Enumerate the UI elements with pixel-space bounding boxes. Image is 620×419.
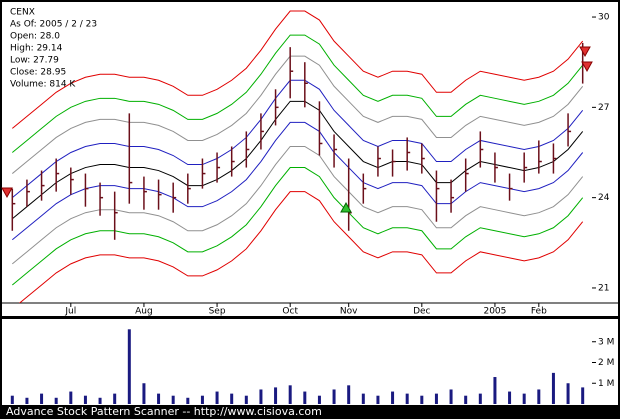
volume-bar	[303, 391, 307, 404]
y-tick-label: 27	[598, 103, 609, 113]
band-line	[11, 100, 584, 220]
y-tick-label: 1 M	[598, 379, 614, 389]
x-tick-label: 2005	[483, 307, 506, 317]
band-line	[11, 145, 584, 265]
x-tick-label: Jul	[64, 307, 76, 317]
volume-bar	[10, 395, 14, 404]
y-tick-label: 3 M	[598, 337, 614, 347]
volume-bar	[171, 395, 175, 404]
volume-bar	[40, 393, 44, 404]
info-line: Low: 27.79	[10, 56, 59, 66]
volume-bar	[83, 395, 87, 404]
x-tick-label: Dec	[413, 307, 430, 317]
volume-bar	[54, 397, 58, 404]
volume-bar	[127, 329, 131, 404]
volume-bar	[434, 393, 438, 404]
info-line: High: 29.14	[10, 44, 63, 54]
volume-bar	[98, 397, 102, 404]
footer: Advance Stock Pattern Scanner -- http://…	[6, 405, 322, 418]
volume-bar	[113, 393, 117, 404]
sell-signal	[1, 187, 13, 199]
volume-bar	[69, 391, 73, 404]
volume-pane	[2, 319, 618, 405]
volume-bar	[200, 395, 204, 404]
x-tick-label: Sep	[209, 307, 226, 317]
info-line: Close: 28.95	[10, 68, 66, 78]
info-line: CENX	[10, 8, 35, 18]
volume-bar	[142, 383, 146, 404]
volume-bar	[478, 393, 482, 404]
y-tick-label: 21	[598, 283, 609, 293]
volume-bar	[25, 397, 29, 404]
volume-bar	[186, 397, 190, 404]
x-tick-label: Aug	[135, 307, 153, 317]
volume-bar	[259, 389, 263, 404]
sell-signal	[579, 46, 591, 58]
volume-bar	[493, 377, 497, 404]
plot-area	[11, 10, 586, 303]
x-tick-label: Feb	[531, 307, 547, 317]
y-tick-label: 24	[598, 193, 610, 203]
volume-bar	[464, 395, 468, 404]
info-line: As Of: 2005 / 2 / 23	[10, 20, 97, 30]
band-line	[11, 10, 584, 129]
y-tick-label: 30	[598, 13, 610, 23]
volume-bar	[566, 383, 570, 404]
band-line	[11, 34, 584, 153]
band-line	[18, 191, 584, 303]
band-line	[11, 79, 584, 199]
volume-bar	[347, 385, 351, 404]
buy-signal	[340, 201, 352, 213]
volume-bar	[274, 387, 278, 404]
x-tick-label: Oct	[282, 307, 298, 317]
volume-bar	[230, 393, 234, 404]
volume-bar	[420, 395, 424, 404]
band-line	[11, 55, 584, 174]
volume-bar	[244, 395, 248, 404]
info-box: CENX As Of: 2005 / 2 / 23 Open: 28.0 Hig…	[10, 8, 97, 90]
info-line: Volume: 814 K	[10, 80, 76, 90]
volume-bar	[317, 395, 321, 404]
volume-bar	[391, 391, 395, 404]
volume-bar	[449, 389, 453, 404]
volume-bar	[522, 393, 526, 404]
volume-bar	[332, 389, 336, 404]
band-line	[11, 121, 584, 241]
sell-signal	[581, 61, 593, 73]
volume-bar	[361, 393, 365, 404]
band-line	[11, 167, 584, 286]
y-tick-label: 2 M	[598, 358, 614, 368]
volume-bar	[508, 391, 512, 404]
volume-bar	[405, 393, 409, 404]
volume-bar	[288, 385, 292, 404]
info-line: Open: 28.0	[10, 32, 60, 42]
volume-bar	[376, 395, 380, 404]
price-pane	[2, 2, 618, 316]
volume-bar	[551, 372, 555, 404]
x-tick-label: Nov	[340, 307, 358, 317]
volume-bar	[581, 387, 585, 404]
volume-bar	[215, 391, 219, 404]
volume-bar	[537, 389, 541, 404]
volume-bar	[157, 393, 161, 404]
